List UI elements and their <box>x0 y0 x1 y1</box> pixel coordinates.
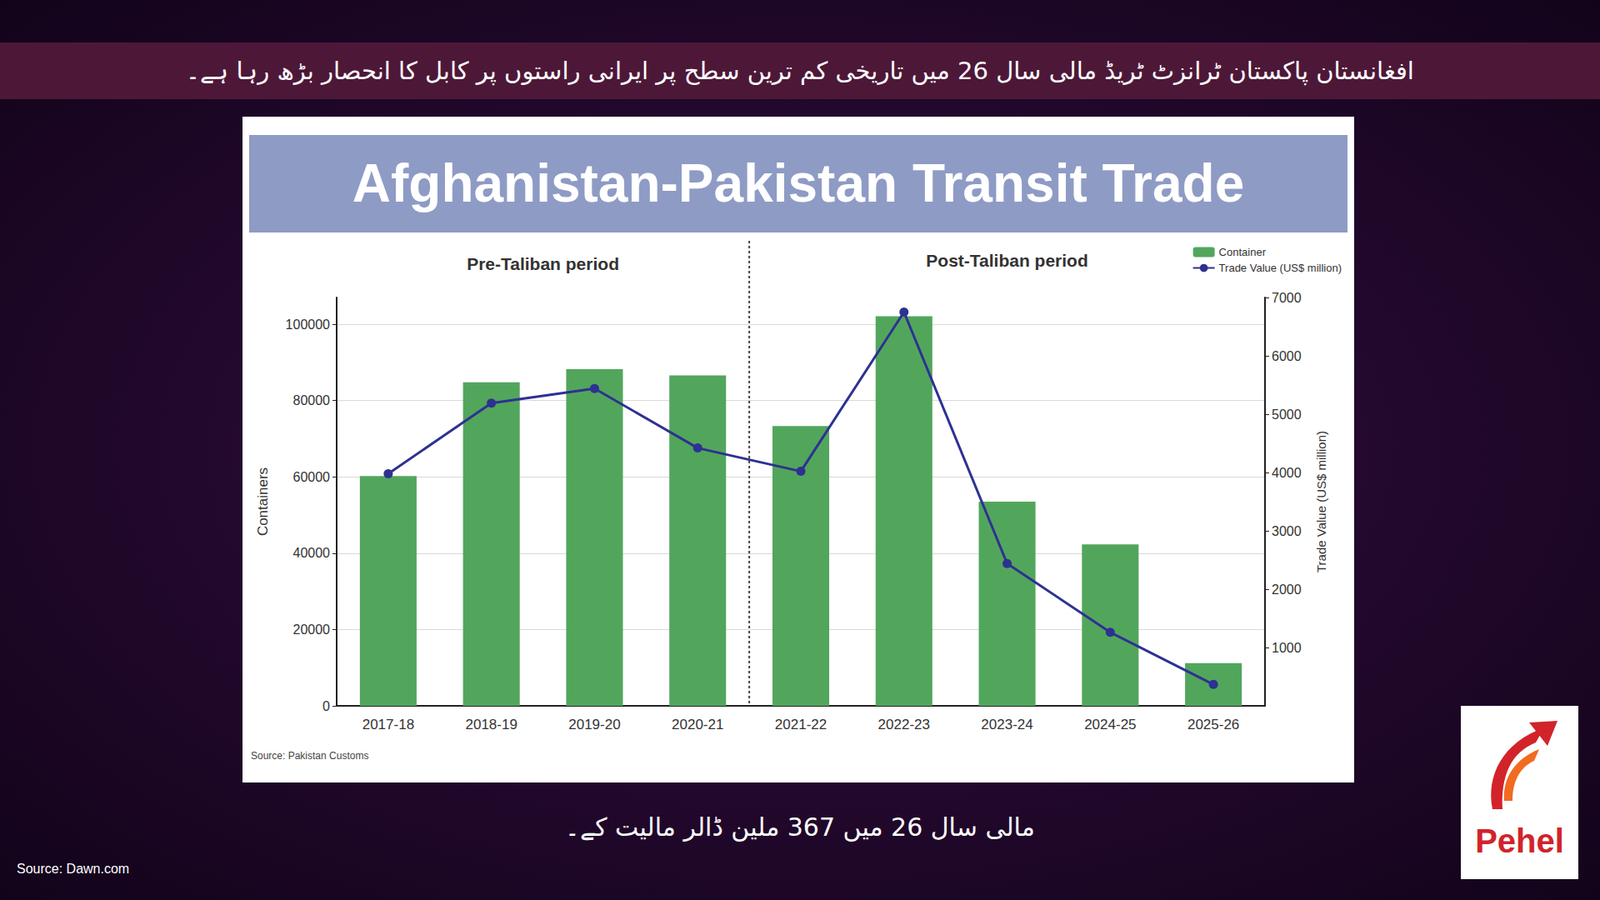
svg-text:2000: 2000 <box>1271 582 1302 597</box>
html-text:Source: Dawn.com: Source: Dawn.com <box>16 861 130 876</box>
svg-text:100000: 100000 <box>285 317 330 332</box>
svg-text:2022-23: 2022-23 <box>878 716 930 733</box>
html-text:مالی سال 26 میں 367 ملین ڈالر: مالی سال 26 میں 367 ملین ڈالر مالیت کے۔ <box>565 812 1035 842</box>
svg-text:Post-Taliban period: Post-Taliban period <box>925 250 1088 270</box>
svg-text:5000: 5000 <box>1271 407 1302 422</box>
html-text:Pehel: Pehel <box>1475 822 1565 860</box>
svg-text:2017-18: 2017-18 <box>362 716 415 733</box>
svg-text:7000: 7000 <box>1271 290 1302 305</box>
svg-text:60000: 60000 <box>293 470 331 485</box>
svg-text:Container: Container <box>1219 245 1267 259</box>
svg-text:Trade Value (US$ million): Trade Value (US$ million) <box>1219 261 1342 275</box>
svg-text:1000: 1000 <box>1271 640 1302 655</box>
svg-text:2019-20: 2019-20 <box>568 716 620 733</box>
svg-text:2018-19: 2018-19 <box>465 716 517 733</box>
svg-text:2024-25: 2024-25 <box>1084 716 1136 733</box>
svg-text:2023-24: 2023-24 <box>980 716 1033 733</box>
svg-text:2021-22: 2021-22 <box>775 716 827 733</box>
svg-text:20000: 20000 <box>293 622 331 637</box>
svg-text:2020-21: 2020-21 <box>671 716 724 733</box>
svg-text:6000: 6000 <box>1271 349 1302 364</box>
svg-text:4000: 4000 <box>1271 465 1302 480</box>
svg-text:2025-26: 2025-26 <box>1187 716 1240 733</box>
svg-text:Trade Value (US$ million): Trade Value (US$ million) <box>1314 430 1329 573</box>
svg-text:Source: Pakistan Customs: Source: Pakistan Customs <box>250 750 369 762</box>
html-text:افغانستان پاکستان ٹرانزٹ ٹریڈ: افغانستان پاکستان ٹرانزٹ ٹریڈ مالی سال 2… <box>186 56 1414 85</box>
html-text:Afghanistan-Pakistan Transit T: Afghanistan-Pakistan Transit Trade <box>352 153 1245 214</box>
svg-text:80000: 80000 <box>293 393 331 408</box>
svg-text:Containers: Containers <box>255 467 271 536</box>
svg-text:0: 0 <box>322 699 330 714</box>
svg-text:Pre-Taliban period: Pre-Taliban period <box>466 254 620 274</box>
svg-text:40000: 40000 <box>293 545 331 560</box>
svg-text:3000: 3000 <box>1271 524 1302 539</box>
